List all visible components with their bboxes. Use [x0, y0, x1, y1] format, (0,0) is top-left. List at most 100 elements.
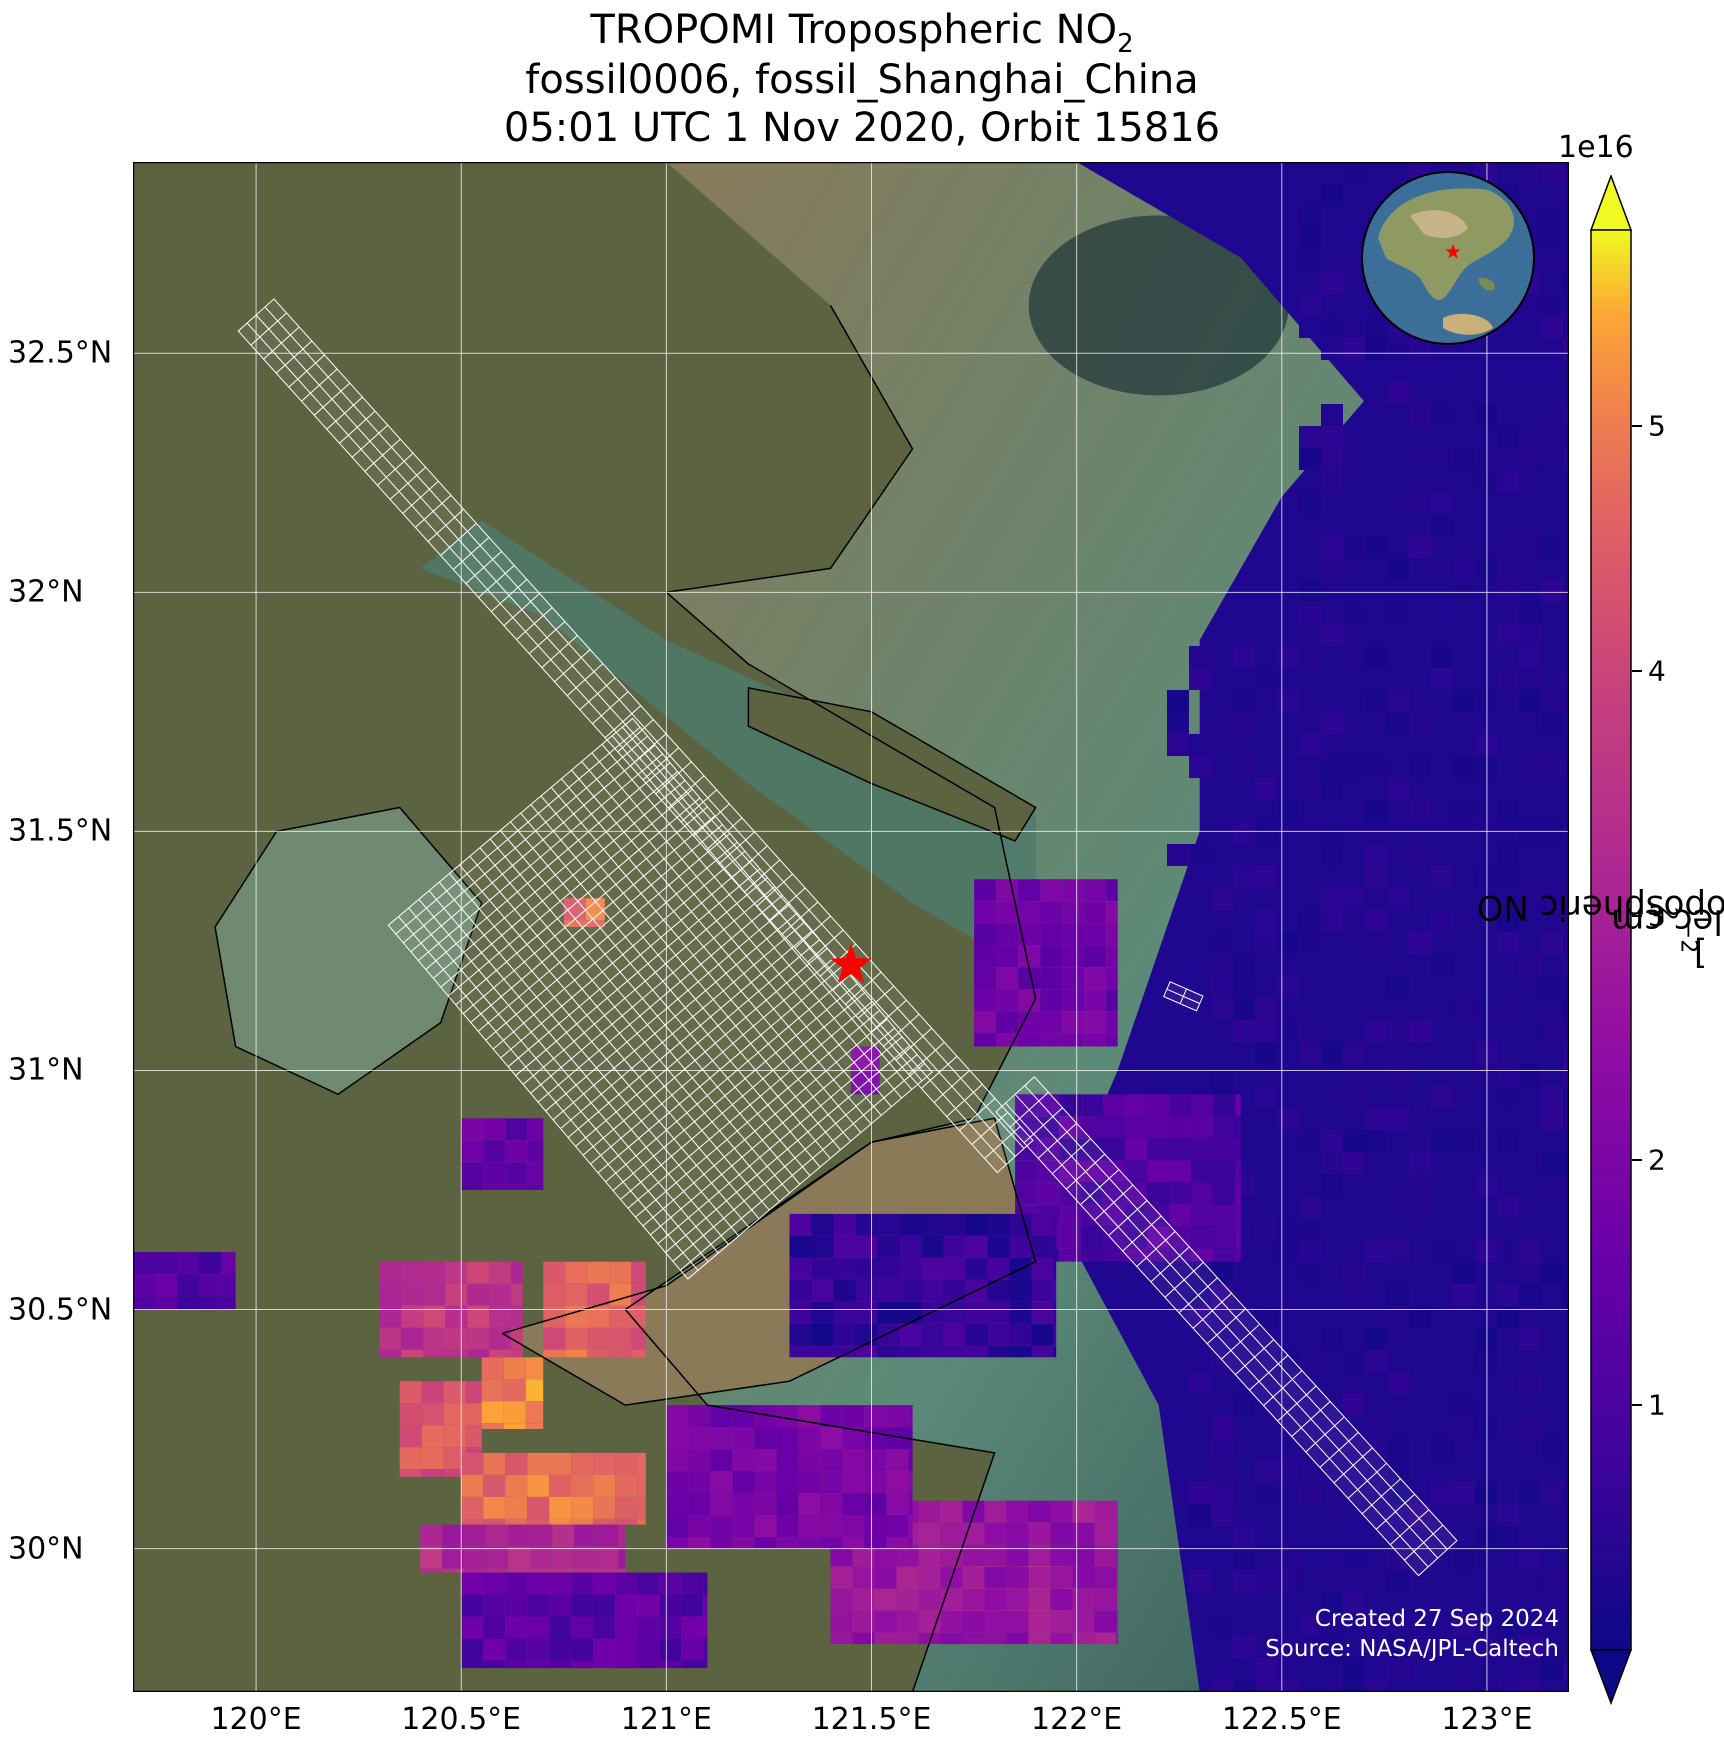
- no2-pixel: [1343, 1086, 1365, 1108]
- colorbar-extend-max: [1590, 175, 1633, 231]
- no2-pixel: [399, 1381, 422, 1404]
- no2-pixel: [1233, 1570, 1255, 1592]
- no2-pixel: [666, 1515, 689, 1538]
- no2-pixel: [1255, 998, 1277, 1020]
- no2-pixel: [659, 1638, 682, 1661]
- map-canvas[interactable]: [133, 162, 1569, 1692]
- map-panel[interactable]: Created 27 Sep 2024 Source: NASA/JPL-Cal…: [133, 162, 1569, 1692]
- no2-pixel: [1321, 470, 1343, 492]
- no2-pixel: [1084, 879, 1107, 902]
- no2-pixel: [1169, 1116, 1192, 1139]
- no2-pixel: [1094, 1610, 1117, 1633]
- no2-pixel: [1255, 1570, 1277, 1592]
- no2-pixel: [899, 1213, 922, 1236]
- no2-pixel: [864, 1449, 887, 1472]
- no2-pixel: [842, 1427, 865, 1450]
- swath-alongline: [438, 881, 740, 1237]
- no2-pixel: [1277, 1438, 1299, 1460]
- no2-pixel: [921, 1345, 944, 1358]
- no2-pixel: [461, 1474, 484, 1497]
- no2-pixel: [1365, 1328, 1387, 1350]
- no2-pixel: [401, 1261, 424, 1284]
- no2-pixel: [962, 1632, 985, 1645]
- no2-pixel: [873, 1068, 880, 1091]
- swath-alongline: [469, 855, 770, 1211]
- no2-pixel: [609, 1261, 632, 1284]
- no2-pixel: [1563, 448, 1569, 470]
- swath-alongline: [264, 306, 1025, 1149]
- no2-pixel: [908, 1537, 913, 1549]
- no2-pixel: [1343, 1460, 1365, 1482]
- no2-pixel: [1541, 932, 1563, 954]
- no2-pixel: [1028, 1544, 1051, 1567]
- no2-pixel: [820, 1427, 843, 1450]
- no2-pixel: [1031, 1301, 1054, 1324]
- no2-pixel: [855, 1257, 878, 1280]
- no2-pixel: [1519, 1394, 1541, 1416]
- no2-pixel: [593, 1496, 616, 1519]
- no2-pixel: [1255, 1482, 1277, 1504]
- target-star-marker[interactable]: [830, 943, 872, 983]
- no2-pixel: [1050, 1500, 1073, 1523]
- no2-pixel: [1387, 976, 1409, 998]
- no2-pixel: [996, 967, 1019, 990]
- no2-pixel: [1497, 668, 1519, 690]
- no2-pixel: [754, 1405, 777, 1428]
- no2-pixel: [776, 1449, 799, 1472]
- no2-pixel: [754, 1449, 777, 1472]
- no2-pixel: [543, 1349, 566, 1358]
- no2-pixel: [1431, 1482, 1453, 1504]
- no2-pixel: [1037, 1160, 1060, 1183]
- no2-pixel: [1475, 1174, 1497, 1196]
- no2-pixel: [1299, 756, 1321, 778]
- no2-pixel: [1255, 866, 1277, 888]
- no2-pixel: [527, 1140, 544, 1163]
- no2-pixel: [631, 1261, 646, 1284]
- no2-pixel: [1431, 910, 1453, 932]
- no2-pixel: [421, 1403, 444, 1426]
- no2-pixel: [1018, 945, 1041, 968]
- no2-pixel: [1475, 734, 1497, 756]
- swath-alongline: [560, 778, 862, 1133]
- no2-pixel: [1563, 1108, 1569, 1130]
- no2-pixel: [820, 1493, 843, 1516]
- no2-pixel: [1453, 1394, 1475, 1416]
- no2-pixel: [1409, 338, 1431, 360]
- no2-pixel: [754, 1427, 777, 1450]
- no2-pixel: [1387, 602, 1409, 624]
- no2-pixel: [842, 1405, 865, 1428]
- no2-pixel: [1125, 1138, 1148, 1161]
- no2-pixel: [710, 1405, 733, 1428]
- no2-pixel: [609, 1327, 632, 1350]
- swath-fragment: [1163, 981, 1204, 1012]
- no2-pixel: [1475, 1328, 1497, 1350]
- colorbar-tick-label: 2: [1648, 1143, 1666, 1177]
- no2-pixel: [688, 1471, 711, 1494]
- no2-pixel: [1277, 1460, 1299, 1482]
- no2-pixel: [1497, 1284, 1519, 1306]
- no2-pixel: [481, 1401, 504, 1424]
- no2-pixel: [1365, 646, 1387, 668]
- no2-pixel: [1006, 1610, 1029, 1633]
- no2-pixel: [984, 1522, 1007, 1545]
- no2-pixel: [1475, 404, 1497, 426]
- no2-pixel: [481, 1379, 504, 1402]
- no2-pixel: [571, 1638, 594, 1661]
- no2-pixel: [1255, 910, 1277, 932]
- no2-pixel: [659, 1660, 682, 1669]
- no2-pixel: [811, 1257, 834, 1280]
- no2-pixel: [1053, 1301, 1057, 1324]
- no2-pixel: [1084, 1011, 1107, 1034]
- no2-pixel: [1106, 901, 1118, 924]
- no2-pixel: [1299, 1262, 1321, 1284]
- no2-pixel: [1094, 1500, 1117, 1523]
- no2-pixel: [1031, 1257, 1054, 1280]
- no2-pixel: [1321, 910, 1343, 932]
- no2-pixel: [1365, 910, 1387, 932]
- no2-pixel: [1475, 1526, 1497, 1548]
- no2-pixel: [1277, 690, 1299, 712]
- no2-pixel: [511, 1283, 523, 1306]
- no2-pixel: [877, 1213, 900, 1236]
- no2-pixel: [549, 1496, 572, 1519]
- no2-pixel: [1040, 989, 1063, 1012]
